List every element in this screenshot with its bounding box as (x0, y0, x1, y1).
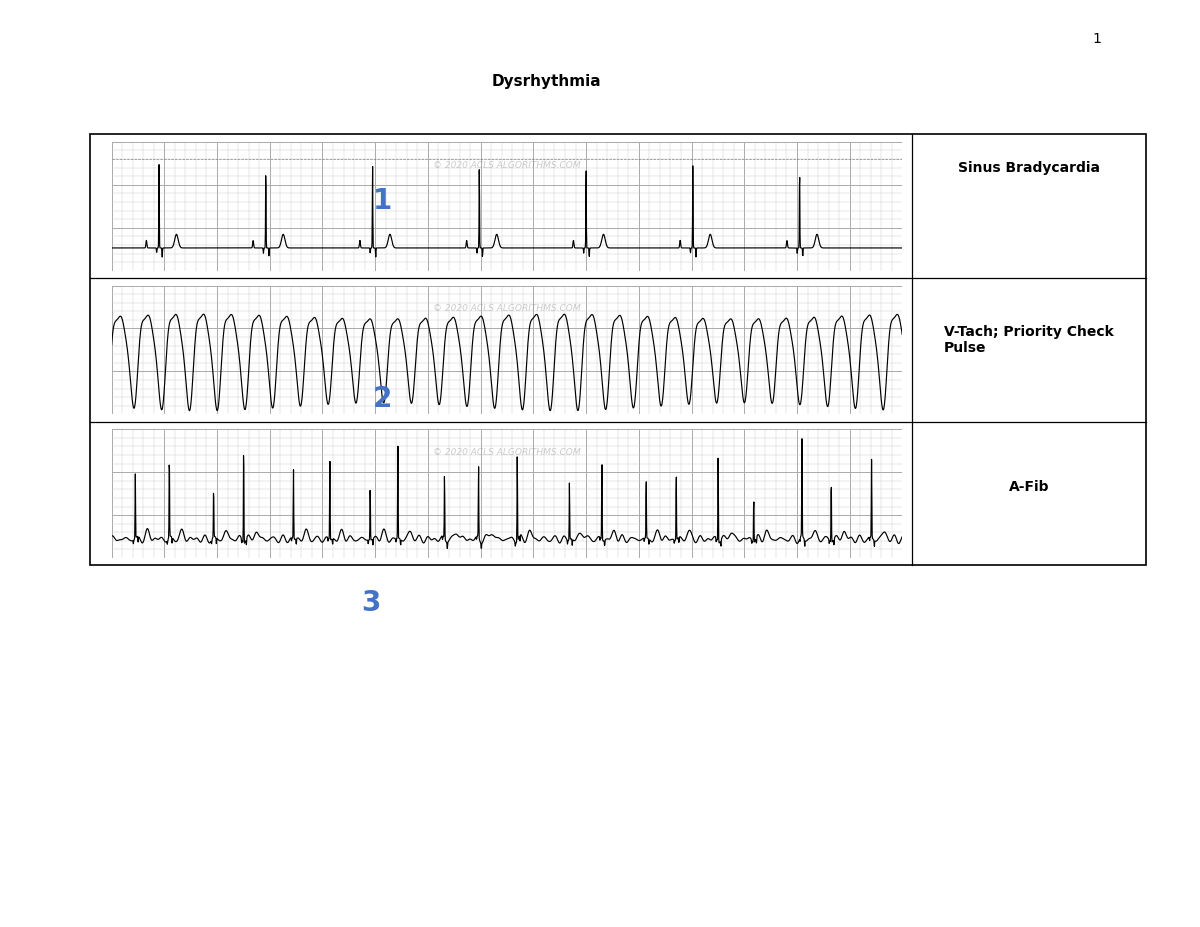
Text: Sinus Bradycardia: Sinus Bradycardia (958, 161, 1100, 175)
Text: 1: 1 (1092, 32, 1100, 46)
Text: © 2020 ACLS ALGORITHMS.COM: © 2020 ACLS ALGORITHMS.COM (433, 304, 581, 313)
Text: 2: 2 (372, 385, 392, 413)
Text: Dysrhythmia: Dysrhythmia (491, 74, 601, 89)
Text: V-Tach; Priority Check
Pulse: V-Tach; Priority Check Pulse (944, 324, 1114, 355)
Text: © 2020 ACLS ALGORITHMS.COM: © 2020 ACLS ALGORITHMS.COM (433, 448, 581, 457)
Text: A-Fib: A-Fib (1009, 480, 1049, 494)
Text: © 2020 ACLS ALGORITHMS.COM: © 2020 ACLS ALGORITHMS.COM (433, 160, 581, 170)
Text: 3: 3 (361, 589, 380, 616)
Text: 1: 1 (372, 187, 392, 215)
